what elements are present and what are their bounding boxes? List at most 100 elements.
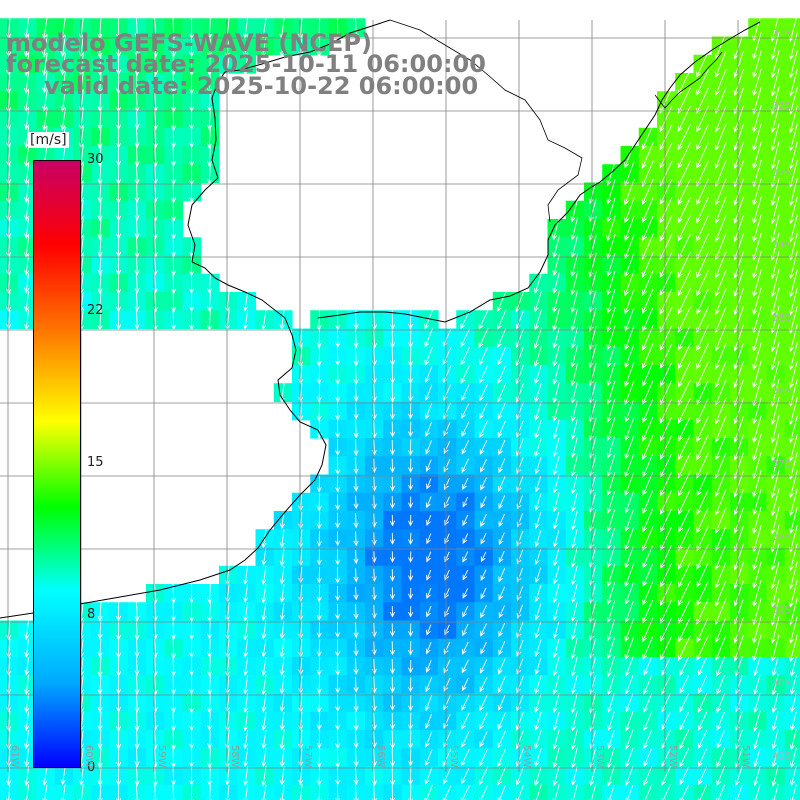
wind-arrow — [206, 583, 213, 604]
wind-arrow — [641, 325, 654, 351]
wind-arrow — [696, 51, 709, 78]
wind-arrow — [533, 290, 543, 313]
wind-arrow — [335, 567, 341, 584]
wind-arrow — [534, 729, 542, 750]
wind-arrow — [679, 729, 690, 750]
wind-arrow — [353, 549, 359, 565]
wind-arrow — [606, 215, 616, 242]
wind-arrow — [134, 729, 140, 750]
wind-arrow — [696, 105, 709, 133]
wind-arrow — [733, 634, 744, 662]
wind-arrow — [279, 675, 285, 695]
wind-arrow — [389, 514, 396, 527]
wind-arrow — [42, 52, 48, 77]
wind-arrow — [461, 659, 469, 674]
wind-arrow — [624, 234, 635, 260]
wind-arrow — [279, 693, 285, 713]
wind-arrow — [389, 569, 396, 582]
wind-arrow — [534, 783, 542, 800]
wind-arrow — [714, 251, 727, 279]
lon-label: 61W — [9, 745, 20, 768]
wind-arrow — [516, 694, 524, 712]
wind-arrow — [643, 748, 652, 767]
wind-arrow — [189, 783, 195, 800]
coastline — [0, 19, 391, 619]
wind-arrow — [462, 551, 469, 563]
wind-arrow — [97, 236, 103, 258]
wind-arrow — [716, 747, 726, 768]
wind-speed-cell — [784, 127, 800, 147]
wind-arrow — [335, 456, 341, 476]
wind-arrow — [752, 580, 762, 607]
wind-arrow — [623, 178, 635, 206]
wind-speed-cell — [784, 565, 800, 585]
wind-arrow — [789, 415, 798, 444]
wind-arrow — [461, 731, 470, 748]
wind-arrow — [206, 291, 213, 313]
wind-arrow — [641, 197, 654, 223]
wind-arrow — [479, 420, 488, 438]
lon-label: 54W — [521, 745, 532, 768]
wind-arrow — [534, 309, 543, 331]
wind-arrow — [206, 766, 213, 787]
colorbar-tick-30: 30 — [87, 152, 104, 167]
wind-arrow — [497, 383, 507, 403]
wind-arrow — [770, 214, 780, 243]
wind-arrow — [134, 693, 140, 714]
wind-arrow — [788, 397, 798, 426]
wind-arrow — [353, 604, 359, 620]
wind-arrow — [553, 621, 560, 639]
wind-arrow — [316, 639, 322, 658]
wind-arrow — [171, 747, 177, 768]
wind-arrow — [606, 289, 616, 314]
wind-arrow — [97, 730, 103, 750]
wind-arrow — [606, 380, 616, 405]
wind-arrow — [60, 766, 66, 786]
wind-arrow — [497, 712, 506, 730]
wind-arrow — [407, 365, 414, 385]
wind-arrow — [407, 328, 414, 349]
wind-arrow — [733, 50, 745, 78]
wind-arrow — [752, 360, 762, 389]
wind-arrow — [534, 364, 542, 385]
wind-arrow — [460, 749, 470, 767]
wind-arrow — [353, 512, 359, 529]
wind-arrow — [789, 747, 797, 769]
wind-speed-cell — [784, 73, 800, 92]
wind-arrow — [97, 181, 103, 204]
wind-arrow — [171, 34, 177, 58]
wind-arrow — [462, 569, 469, 581]
wind-arrow — [498, 532, 505, 546]
wind-arrow — [389, 402, 396, 420]
wind-arrow — [733, 470, 745, 498]
wind-arrow — [316, 567, 322, 584]
wind-arrow — [134, 180, 140, 204]
wind-arrow — [389, 495, 396, 509]
wind-arrow — [497, 748, 507, 768]
wind-arrow — [389, 730, 396, 749]
wind-speed-cell — [784, 36, 800, 56]
wind-arrow — [606, 563, 616, 588]
wind-arrow — [716, 766, 726, 786]
wind-arrow — [770, 470, 780, 499]
wind-arrow — [715, 526, 727, 552]
wind-speed-cell — [784, 693, 800, 713]
wind-arrow — [661, 766, 671, 786]
wind-arrow — [659, 489, 673, 515]
wind-arrow — [714, 507, 727, 534]
wind-arrow — [516, 530, 524, 547]
wind-arrow — [243, 693, 249, 713]
wind-arrow — [624, 142, 635, 169]
wind-arrow — [335, 15, 341, 41]
wind-arrow — [570, 400, 578, 422]
wind-arrow — [696, 544, 709, 570]
wind-arrow — [115, 675, 122, 695]
lake-coast — [654, 51, 723, 109]
wind-arrow — [353, 568, 359, 583]
wind-arrow — [97, 711, 103, 732]
wind-arrow — [677, 635, 691, 662]
wind-arrow — [134, 199, 140, 221]
wind-arrow — [206, 71, 213, 95]
wind-arrow — [589, 674, 597, 695]
wind-arrow — [443, 659, 451, 674]
